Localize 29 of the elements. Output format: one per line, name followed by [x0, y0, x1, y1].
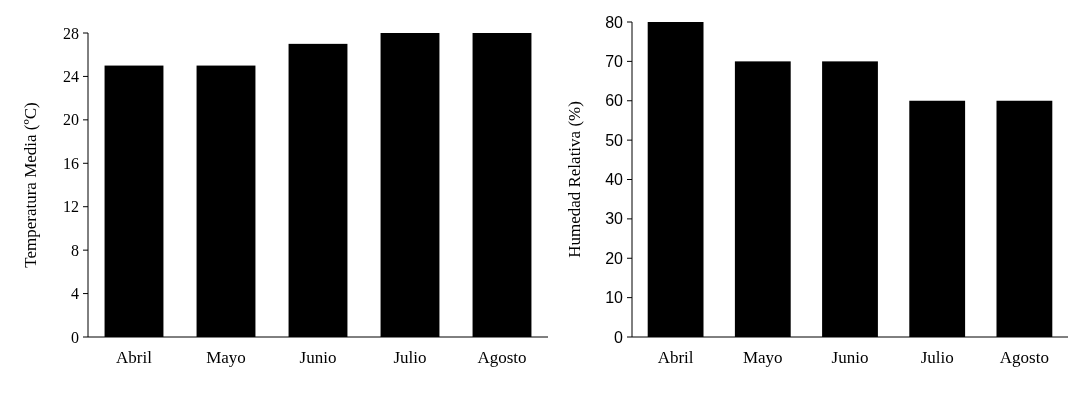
y-tick-label: 16	[63, 154, 79, 172]
y-tick-label: 10	[605, 289, 624, 307]
y-tick-label: 50	[605, 131, 624, 149]
y-tick-label: 80	[605, 13, 624, 31]
y-tick-label: 60	[605, 92, 624, 110]
y-tick-label: 0	[614, 328, 624, 346]
x-tick-label: Mayo	[206, 348, 246, 367]
x-tick-label: Julio	[393, 348, 427, 367]
x-tick-label: Abril	[116, 348, 153, 367]
y-tick-label: 30	[605, 210, 624, 228]
x-tick-label: Mayo	[742, 348, 783, 367]
x-tick-label: Junio	[831, 348, 869, 367]
y-tick-label: 40	[605, 171, 624, 189]
y-tick-label: 24	[63, 68, 79, 86]
y-tick-label: 20	[605, 249, 624, 267]
x-tick-label: Agosto	[999, 348, 1049, 367]
x-tick-label: Junio	[299, 348, 337, 367]
y-tick-label: 0	[71, 328, 79, 346]
y-tick-label: 12	[63, 198, 79, 216]
y-tick-label: 20	[63, 111, 79, 129]
y-axis-title: Humedad Relativa (%)	[565, 101, 584, 258]
y-tick-label: 70	[605, 52, 624, 70]
y-tick-label: 8	[71, 241, 79, 259]
x-tick-label: Agosto	[477, 348, 527, 367]
x-tick-label: Abril	[657, 348, 694, 367]
y-tick-label: 4	[71, 285, 79, 303]
x-tick-label: Julio	[920, 348, 954, 367]
y-axis-title: Temperatura Media (ºC)	[21, 102, 40, 268]
y-tick-label: 28	[63, 24, 79, 42]
